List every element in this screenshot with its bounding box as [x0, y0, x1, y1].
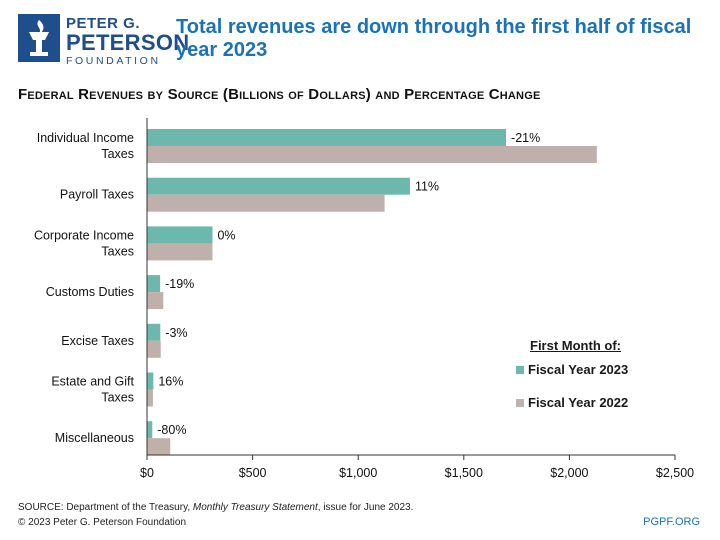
bar-fy2023-4 [147, 323, 161, 341]
percent-change-label: -80% [157, 423, 186, 437]
source-prefix: SOURCE: Department of the Treasury, [18, 502, 193, 513]
torch-icon [18, 14, 60, 62]
category-label: Taxes [101, 147, 134, 161]
percent-change-label: 16% [158, 375, 183, 389]
bar-fy2023-3 [147, 275, 161, 293]
source-note: SOURCE: Department of the Treasury, Mont… [18, 502, 413, 513]
legend-item-fy2022: Fiscal Year 2022 [516, 395, 628, 410]
percent-change-label: 0% [217, 228, 235, 242]
source-suffix: , issue for June 2023. [317, 502, 414, 513]
bar-fy2022-0 [147, 146, 597, 163]
percent-change-label: -21% [511, 131, 540, 145]
category-label: Individual Income [37, 131, 134, 145]
percent-change-label: -19% [165, 277, 194, 291]
bar-fy2023-2 [147, 226, 213, 244]
category-label: Corporate Income [34, 228, 134, 242]
bar-fy2023-0 [147, 129, 507, 146]
bar-fy2022-6 [147, 438, 171, 456]
logo-line-1: PETER G. [66, 15, 141, 32]
x-tick-label: $1,500 [445, 466, 483, 480]
legend-title: First Month of: [530, 338, 621, 353]
percent-change-label: -3% [165, 326, 187, 340]
bar-fy2022-4 [147, 340, 161, 358]
category-label: Excise Taxes [61, 334, 134, 348]
x-tick-label: $2,500 [656, 466, 694, 480]
category-label: Payroll Taxes [60, 188, 134, 202]
x-tick-label: $0 [140, 466, 154, 480]
x-tick-label: $1,000 [339, 466, 377, 480]
legend-label-fy2022: Fiscal Year 2022 [528, 395, 629, 410]
legend-swatch-fy2023 [516, 365, 524, 374]
legend-label-fy2023: Fiscal Year 2023 [528, 362, 629, 377]
site-link[interactable]: PGPF.ORG [643, 516, 700, 528]
source-publication: Monthly Treasury Statement [192, 502, 318, 513]
revenue-bar-chart: -21% Individual Income Taxes 11% Payroll Tax… [34, 118, 694, 480]
bar-fy2022-3 [147, 292, 164, 310]
bar-fy2022-2 [147, 243, 213, 261]
peterson-foundation-logo: PETER G. PETERSON FOUNDATION [18, 14, 189, 66]
logo-line-2: PETERSON [66, 30, 190, 55]
legend-item-fy2023: Fiscal Year 2023 [516, 362, 628, 377]
bar-fy2023-1 [147, 177, 410, 195]
category-label: Customs Duties [46, 285, 134, 299]
logo-line-3: FOUNDATION [66, 55, 161, 67]
x-tick-label: $2,000 [550, 466, 588, 480]
legend-swatch-fy2022 [516, 398, 524, 407]
x-tick-label: $500 [239, 466, 267, 480]
bar-fy2023-5 [147, 372, 154, 390]
headline: Total revenues are down through the firs… [176, 16, 692, 61]
category-label: Taxes [101, 391, 134, 405]
bar-fy2022-1 [147, 194, 385, 212]
bar-fy2023-6 [147, 421, 153, 439]
category-label: Estate and Gift [51, 375, 134, 389]
copyright: © 2023 Peter G. Peterson Foundation [18, 517, 187, 528]
category-label: Miscellaneous [55, 431, 134, 445]
percent-change-label: 11% [415, 180, 439, 194]
chart-title: Federal Revenues by Source (Billions of … [18, 86, 541, 103]
bar-fy2022-5 [147, 389, 153, 407]
category-label: Taxes [101, 244, 134, 258]
